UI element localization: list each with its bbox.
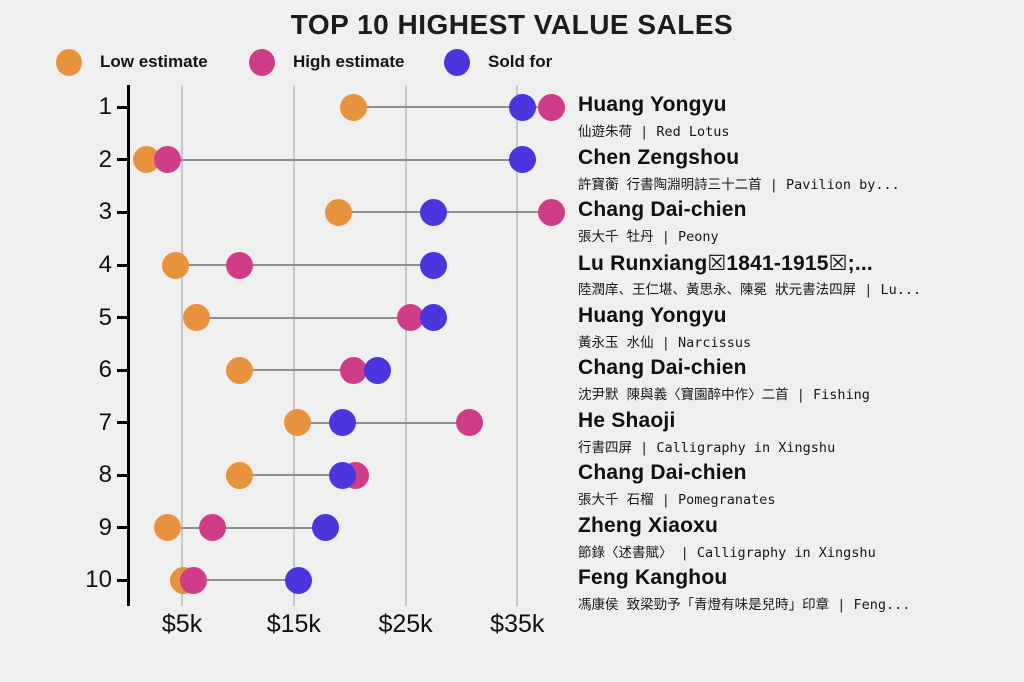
range-connector-line	[146, 158, 523, 161]
sold-estimate-dot	[509, 93, 537, 121]
legend-item-high: High estimate	[249, 48, 404, 76]
high-estimate-dot	[538, 93, 566, 121]
sold-estimate-dot	[329, 409, 357, 437]
x-gridline-$35k	[516, 85, 519, 606]
range-connector-line	[239, 369, 378, 372]
y-axis-line	[127, 85, 130, 606]
artwork-title: 沈尹默 陳與義〈寶園醉中作〉二首 | Fishing	[578, 387, 870, 404]
sold-estimate-dot	[419, 251, 447, 279]
y-axis-tick	[117, 210, 127, 214]
high-estimate-dot	[538, 198, 566, 226]
artist-name: Chen Zengshou	[578, 145, 740, 169]
x-axis-tick-label: $35k	[490, 610, 545, 638]
rank-label: 10	[85, 566, 112, 594]
artwork-title: 陸潤庠、王仁堪、黃思永、陳冕 狀元書法四屏 | Lu...	[578, 282, 922, 298]
artist-name: Zheng Xiaoxu	[578, 513, 719, 537]
legend-item-low: Low estimate	[56, 48, 208, 76]
legend-label-high: High estimate	[293, 52, 405, 71]
x-gridline-$25k	[404, 85, 407, 606]
legend-item-sold: Sold for	[444, 48, 552, 76]
high-estimate-dot	[455, 409, 483, 437]
sold-estimate-dot	[329, 461, 357, 489]
rank-label: 2	[98, 145, 112, 173]
range-connector-line	[175, 264, 434, 266]
y-axis-tick	[117, 263, 127, 267]
range-connector-line	[167, 526, 326, 529]
sold-estimate-dot	[419, 304, 447, 332]
x-axis-tick-label: $25k	[378, 610, 433, 638]
y-axis-tick	[117, 526, 127, 530]
sold-legend-dot-icon	[444, 48, 470, 76]
artist-name: He Shaoji	[578, 408, 676, 432]
legend-label-low: Low estimate	[100, 52, 208, 71]
low-estimate-dot	[183, 304, 211, 332]
artist-name: Huang Yongyu	[578, 93, 727, 117]
low-estimate-dot	[225, 461, 253, 489]
high-estimate-dot	[339, 356, 367, 384]
low-legend-dot-icon	[56, 48, 82, 76]
artwork-title: 黃永玉 水仙 | Narcissus	[578, 334, 752, 351]
range-connector-line	[239, 474, 356, 477]
y-axis-tick	[117, 578, 127, 582]
low-estimate-dot	[161, 251, 189, 279]
rank-label: 3	[98, 198, 112, 226]
range-connector-line	[297, 421, 470, 424]
high-estimate-dot	[154, 146, 182, 174]
sold-estimate-dot	[509, 146, 537, 174]
x-gridline-$15k	[292, 85, 295, 606]
y-axis-tick	[117, 473, 127, 477]
x-axis-tick-label: $5k	[161, 610, 203, 638]
artwork-title: 張大千 牡丹 | Peony	[578, 229, 719, 246]
high-legend-dot-icon	[249, 48, 275, 76]
y-axis-tick	[117, 368, 127, 372]
rank-label: 1	[98, 93, 112, 121]
high-estimate-dot	[179, 566, 207, 594]
sold-estimate-dot	[419, 198, 447, 226]
range-connector-line	[196, 316, 434, 319]
high-estimate-dot	[225, 251, 253, 279]
sold-estimate-dot	[284, 566, 312, 594]
rank-label: 5	[98, 303, 112, 331]
low-estimate-dot	[283, 409, 311, 437]
sold-estimate-dot	[364, 356, 392, 384]
artwork-title: 馮康侯 致梁勁予「青燈有味是兒時」印章 | Feng...	[578, 597, 911, 614]
range-connector-line	[183, 579, 299, 582]
artwork-title: 行書四屏 | Calligraphy in Xingshu	[578, 439, 836, 456]
y-axis-tick	[117, 105, 127, 109]
x-gridline-$5k	[181, 85, 184, 606]
artist-name: Huang Yongyu	[578, 303, 727, 327]
low-estimate-dot	[154, 514, 182, 542]
range-connector-line	[353, 106, 552, 109]
low-estimate-dot	[339, 93, 367, 121]
artist-name: Lu Runxiang☒1841-1915☒;...	[578, 252, 873, 275]
x-axis-tick-label: $15k	[266, 610, 321, 638]
artwork-title: 仙遊朱荷 | Red Lotus	[578, 124, 730, 141]
low-estimate-dot	[225, 356, 253, 384]
sold-estimate-dot	[311, 514, 339, 542]
artist-name: Chang Dai-chien	[578, 461, 747, 485]
rank-label: 4	[98, 251, 112, 278]
artist-name: Feng Kanghou	[578, 566, 728, 590]
artist-name: Chang Dai-chien	[578, 198, 747, 222]
high-estimate-dot	[198, 514, 226, 542]
high-estimate-dot	[396, 304, 424, 332]
rank-label: 6	[98, 356, 112, 384]
artwork-title: 許寶蘅 行書陶淵明詩三十二首 | Pavilion by...	[578, 176, 900, 193]
y-axis-tick	[117, 158, 127, 162]
rank-label: 7	[98, 408, 112, 436]
y-axis-tick	[117, 316, 127, 320]
artwork-title: 節錄〈述書賦〉 | Calligraphy in Xingshu	[578, 544, 876, 561]
rank-label: 9	[98, 513, 112, 541]
rank-label: 8	[98, 461, 112, 489]
artist-name: Chang Dai-chien	[578, 356, 747, 380]
artwork-title: 張大千 石榴 | Pomegranates	[578, 492, 776, 509]
y-axis-tick	[117, 421, 127, 425]
legend-label-sold: Sold for	[488, 52, 553, 71]
low-estimate-dot	[325, 198, 352, 226]
chart-title: TOP 10 HIGHEST VALUE SALES	[290, 9, 734, 40]
